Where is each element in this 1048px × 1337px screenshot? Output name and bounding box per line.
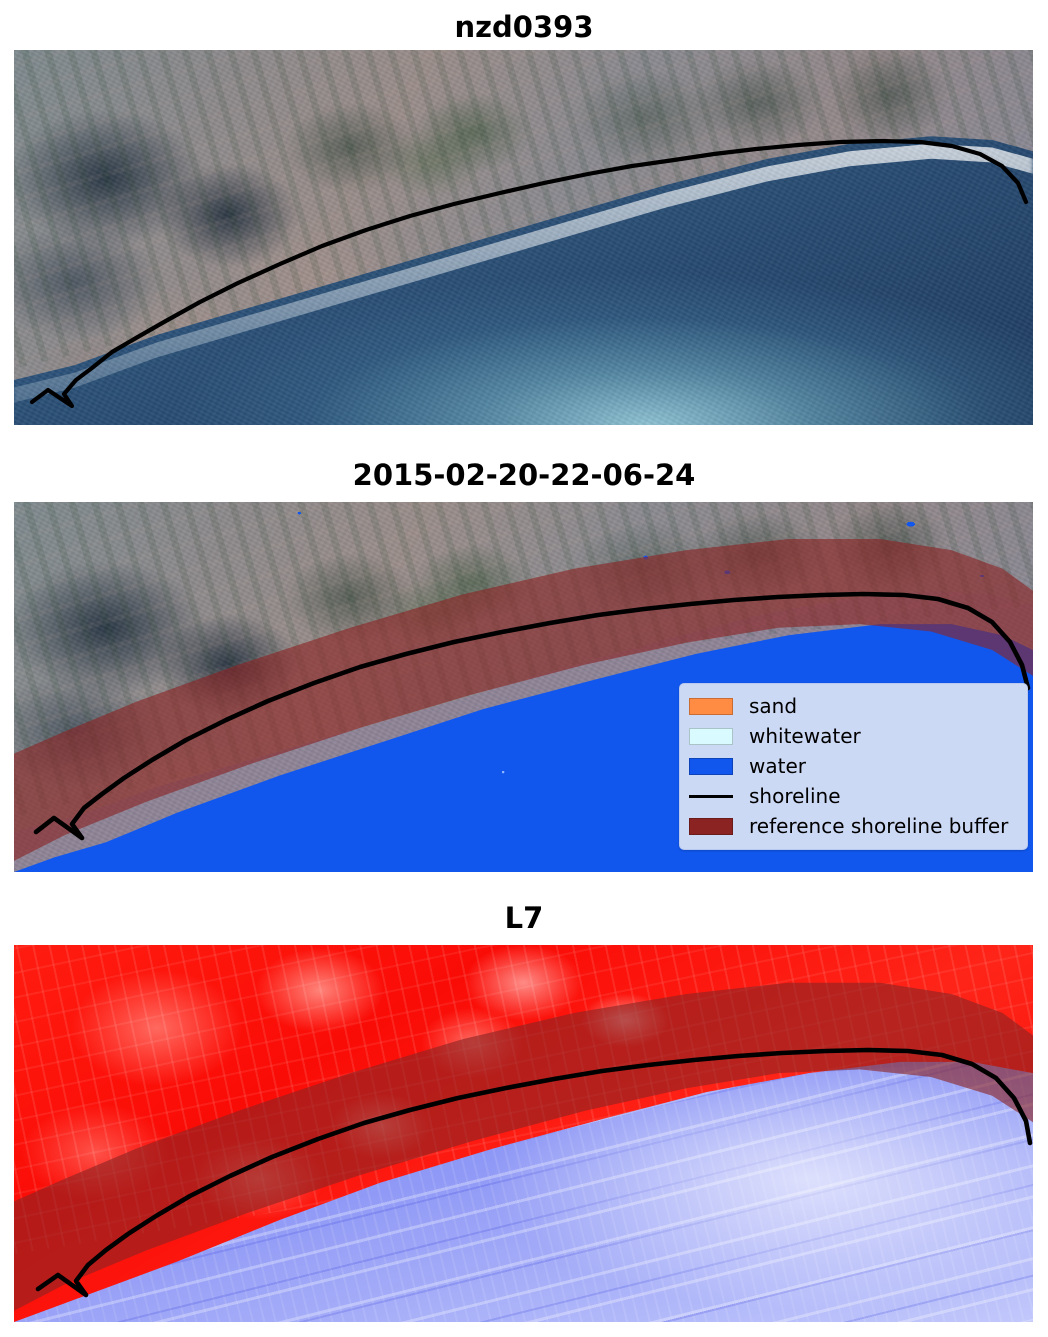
- nir-image-axes: [14, 945, 1033, 1322]
- legend-label-shoreline: shoreline: [749, 784, 841, 808]
- legend-item-sand: sand: [689, 691, 1018, 721]
- legend-item-water: water: [689, 751, 1018, 781]
- panel-title-nir: L7: [504, 901, 544, 935]
- legend-label-sand: sand: [749, 694, 798, 718]
- reference-buffer-swatch-icon: [689, 817, 733, 835]
- rgb-image-axes: [14, 50, 1033, 425]
- shoreline-line-icon: [689, 788, 733, 805]
- legend-label-water: water: [749, 754, 806, 778]
- legend-label-reference-shoreline-buffer: reference shoreline buffer: [749, 814, 1009, 838]
- panel-title-classified: 2015-02-20-22-06-24: [352, 458, 696, 492]
- legend-item-reference-shoreline-buffer: reference shoreline buffer: [689, 811, 1018, 841]
- panel-title-rgb: nzd0393: [454, 10, 594, 44]
- legend-item-whitewater: whitewater: [689, 721, 1018, 751]
- map-legend: sand whitewater water shoreline referenc…: [679, 683, 1028, 850]
- whitewater-swatch-icon: [689, 727, 733, 745]
- legend-item-shoreline: shoreline: [689, 781, 1018, 811]
- rgb-noise-layer: [14, 50, 1033, 425]
- water-swatch-icon: [689, 757, 733, 775]
- sand-swatch-icon: [689, 697, 733, 715]
- legend-label-whitewater: whitewater: [749, 724, 861, 748]
- classified-image-axes: sand whitewater water shoreline referenc…: [14, 502, 1033, 872]
